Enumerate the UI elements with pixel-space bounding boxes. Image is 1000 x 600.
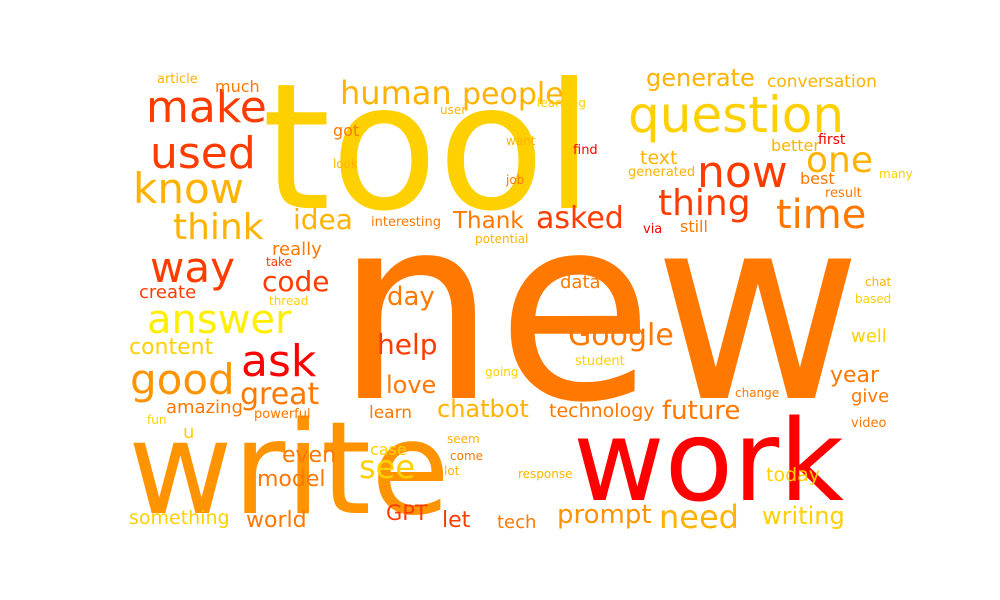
word-job: job xyxy=(505,173,524,187)
word-generated: generated xyxy=(628,165,695,180)
word-make: make xyxy=(146,82,267,133)
word-interesting: interesting xyxy=(371,215,441,230)
word-student: student xyxy=(575,354,625,369)
word-data: data xyxy=(560,272,601,293)
word-amazing: amazing xyxy=(166,397,243,418)
word-time: time xyxy=(776,192,866,238)
word-give: give xyxy=(851,386,889,407)
word-writing: writing xyxy=(762,502,845,530)
word-love: love xyxy=(386,371,436,399)
word-based: based xyxy=(855,292,891,306)
word-many: many xyxy=(879,167,913,181)
word-create: create xyxy=(139,282,196,303)
word-article: article xyxy=(157,72,198,87)
word-know: know xyxy=(133,164,244,213)
word-good: good xyxy=(130,355,235,404)
word-user: user xyxy=(440,103,466,117)
word-need: need xyxy=(659,498,739,536)
word-fun: fun xyxy=(147,413,166,427)
word-code: code xyxy=(262,265,330,298)
word-tool: tool xyxy=(262,47,593,250)
word-tech: tech xyxy=(497,512,536,533)
word-powerful: powerful xyxy=(254,407,311,422)
word-response: response xyxy=(518,467,573,481)
word-used: used xyxy=(150,128,256,179)
word-one: one xyxy=(806,140,873,181)
word-text: text xyxy=(640,147,678,169)
word-question: question xyxy=(628,86,844,144)
word-technology: technology xyxy=(549,400,655,422)
word-case: case xyxy=(370,440,407,459)
word-seem: seem xyxy=(447,432,480,446)
word-world: world xyxy=(246,508,307,533)
word-write: write xyxy=(128,395,450,544)
word-people: people xyxy=(462,77,564,112)
word-asked: asked xyxy=(536,201,624,236)
word-work: work xyxy=(573,397,844,527)
word-great: great xyxy=(240,377,320,412)
word-thank: Thank xyxy=(452,208,524,234)
word-model: model xyxy=(257,467,326,492)
word-idea: idea xyxy=(293,203,353,236)
word-chatbot: chatbot xyxy=(437,395,529,423)
word-u: u xyxy=(183,422,194,443)
word-result: result xyxy=(825,186,862,201)
word-got: got xyxy=(333,121,359,140)
word-change: change xyxy=(735,386,779,400)
word-gpt: GPT xyxy=(386,501,428,525)
word-really: really xyxy=(272,239,322,260)
word-even: even xyxy=(282,443,336,468)
word-learning: learning xyxy=(537,96,586,110)
word-new: new xyxy=(335,162,862,459)
word-much: much xyxy=(215,77,260,96)
word-thread: thread xyxy=(269,294,308,308)
word-best: best xyxy=(800,169,835,188)
word-generate: generate xyxy=(646,64,755,92)
word-future: future xyxy=(662,396,740,426)
word-going: going xyxy=(485,365,519,379)
word-via: via xyxy=(643,222,662,237)
word-better: better xyxy=(771,136,820,155)
word-find: find xyxy=(573,143,598,158)
word-look: look xyxy=(333,157,358,171)
word-see: see xyxy=(359,448,415,486)
word-let: let xyxy=(442,508,471,533)
word-today: today xyxy=(766,464,820,486)
word-google: Google xyxy=(568,318,674,353)
word-learn: learn xyxy=(369,403,412,423)
word-video: video xyxy=(851,416,887,431)
word-well: well xyxy=(851,326,887,347)
word-way: way xyxy=(150,243,235,292)
word-day: day xyxy=(387,282,435,312)
word-human: human xyxy=(340,74,452,112)
word-something: something xyxy=(129,507,230,529)
word-answer: answer xyxy=(147,297,292,343)
word-content: content xyxy=(129,335,214,360)
word-lot: lot xyxy=(444,464,460,478)
word-help: help xyxy=(377,328,438,361)
word-thing: thing xyxy=(658,183,751,224)
word-chat: chat xyxy=(865,275,892,289)
word-potential: potential xyxy=(475,232,528,246)
word-first: first xyxy=(818,132,846,148)
word-think: think xyxy=(173,207,264,248)
word-now: now xyxy=(697,147,788,198)
word-still: still xyxy=(680,217,708,236)
word-conversation: conversation xyxy=(767,72,877,92)
word-year: year xyxy=(830,363,880,388)
word-come: come xyxy=(450,449,483,463)
word-prompt: prompt xyxy=(557,500,652,530)
word-take: take xyxy=(266,255,292,269)
word-ask: ask xyxy=(241,336,317,387)
word-want: want xyxy=(506,134,536,148)
